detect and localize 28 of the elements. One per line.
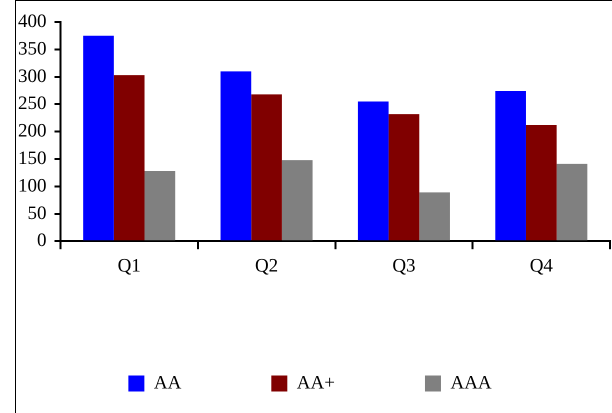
y-tick-label: 400: [18, 10, 46, 32]
y-tick-label: 250: [18, 93, 46, 114]
y-tick-label: 300: [18, 66, 46, 87]
x-tick-label: Q2: [254, 256, 278, 277]
y-tick-label: 0: [37, 230, 46, 252]
bar: [388, 114, 420, 240]
bar: [526, 125, 557, 240]
bar: [144, 171, 176, 240]
x-tick-label: Q3: [392, 256, 416, 277]
y-tick-label: 150: [18, 148, 46, 169]
bar: [251, 94, 282, 240]
bar: [83, 36, 114, 240]
legend-label: AAA: [450, 372, 492, 394]
y-tick-label: 350: [18, 38, 46, 60]
legend-label: AA: [154, 372, 182, 394]
x-tick-label: Q1: [118, 256, 141, 277]
bar: [282, 160, 313, 240]
bar: [419, 192, 450, 240]
bar: [495, 91, 526, 240]
y-tick-label: 200: [18, 120, 46, 142]
bar: [358, 101, 389, 240]
y-tick-label: 100: [18, 175, 46, 196]
bar: [114, 75, 145, 240]
x-tick-label: Q4: [530, 256, 554, 277]
bar: [220, 71, 252, 240]
y-tick-label: 50: [28, 202, 46, 224]
legend-label: AA+: [296, 372, 335, 394]
bar: [556, 164, 588, 240]
